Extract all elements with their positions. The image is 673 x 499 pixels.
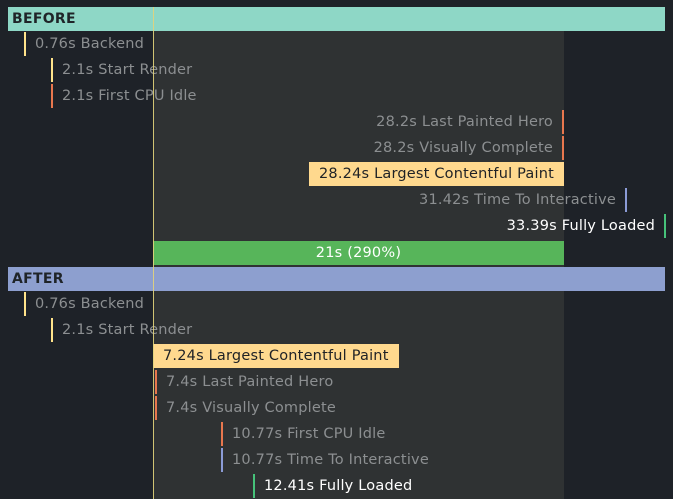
marker-tick [221, 422, 223, 446]
metric-label: 28.2s Visually Complete [373, 140, 553, 156]
marker-tick [51, 318, 53, 342]
marker-tick [51, 58, 53, 82]
after-metric-row-fully-loaded: 12.41s Fully Loaded [0, 474, 673, 498]
before-metric-row-first-cpu-idle: 2.1s First CPU Idle [0, 84, 673, 108]
delta-bar: 21s (290%) [153, 241, 564, 265]
after-metric-row-first-cpu-idle: 10.77s First CPU Idle [0, 422, 673, 446]
metric-label: 12.41s Fully Loaded [264, 478, 413, 494]
delta-shaded-region [153, 31, 564, 499]
after-metric-row-largest-contentful-paint: 7.24s Largest Contentful Paint [0, 344, 673, 368]
metric-label: 0.76s Backend [35, 296, 145, 312]
metric-label: 10.77s First CPU Idle [232, 426, 386, 442]
after-header: AFTER [8, 267, 665, 291]
before-header: BEFORE [8, 7, 665, 31]
metric-label: 7.4s Last Painted Hero [166, 374, 334, 390]
metric-label: 10.77s Time To Interactive [232, 452, 429, 468]
marker-tick [253, 474, 255, 498]
before-metric-row-start-render: 2.1s Start Render [0, 58, 673, 82]
metric-label: 2.1s Start Render [62, 62, 193, 78]
before-metric-row-visually-complete: 28.2s Visually Complete [0, 136, 673, 160]
metric-label: 7.4s Visually Complete [166, 400, 337, 416]
before-metric-row-time-to-interactive: 31.42s Time To Interactive [0, 188, 673, 212]
after-metric-row-last-painted-hero: 7.4s Last Painted Hero [0, 370, 673, 394]
after-metric-row-visually-complete: 7.4s Visually Complete [0, 396, 673, 420]
before-metric-row-last-painted-hero: 28.2s Last Painted Hero [0, 110, 673, 134]
after-metric-row-start-render: 2.1s Start Render [0, 318, 673, 342]
metric-label: 2.1s First CPU Idle [62, 88, 197, 104]
marker-tick [625, 188, 627, 212]
before-metric-row-backend: 0.76s Backend [0, 32, 673, 56]
marker-tick [562, 136, 564, 160]
marker-tick [562, 110, 564, 134]
marker-tick [221, 448, 223, 472]
metric-label: 0.76s Backend [35, 36, 145, 52]
metric-label: 33.39s Fully Loaded [506, 218, 655, 234]
marker-tick [24, 32, 26, 56]
metric-label: 28.2s Last Painted Hero [376, 114, 553, 130]
after-metric-row-backend: 0.76s Backend [0, 292, 673, 316]
marker-tick [24, 292, 26, 316]
before-metric-row-largest-contentful-paint: 28.24s Largest Contentful Paint [0, 162, 673, 186]
marker-tick [664, 214, 666, 238]
metric-label: 28.24s Largest Contentful Paint [309, 162, 564, 186]
marker-tick [155, 370, 157, 394]
metric-label: 7.24s Largest Contentful Paint [153, 344, 399, 368]
metric-label: 2.1s Start Render [62, 322, 193, 338]
marker-tick [51, 84, 53, 108]
lcp-after-marker-line [153, 7, 154, 499]
before-metric-row-fully-loaded: 33.39s Fully Loaded [0, 214, 673, 238]
metric-label: 31.42s Time To Interactive [419, 192, 616, 208]
after-metric-row-time-to-interactive: 10.77s Time To Interactive [0, 448, 673, 472]
marker-tick [155, 396, 157, 420]
